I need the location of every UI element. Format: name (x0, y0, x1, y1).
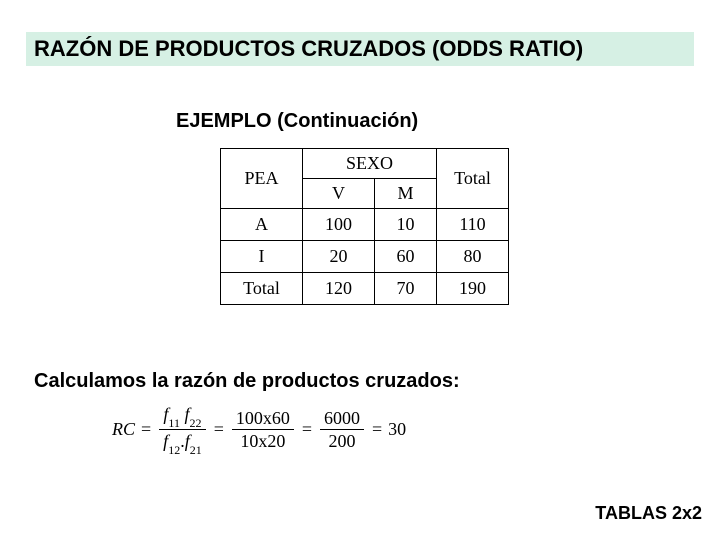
numeric-denominator: 10x20 (236, 431, 289, 452)
reduced-denominator: 200 (325, 431, 360, 452)
cell-total-v: 120 (303, 273, 375, 305)
equals-sign: = (214, 419, 224, 440)
cell-a-m: 10 (375, 209, 437, 241)
formula-lhs: RC (112, 419, 135, 440)
col-header-total: Total (437, 149, 509, 209)
page-title: RAZÓN DE PRODUCTOS CRUZADOS (ODDS RATIO) (26, 32, 694, 66)
footer-label: TABLAS 2x2 (595, 503, 702, 524)
reduced-numerator: 6000 (320, 408, 364, 429)
cell-grand-total: 190 (437, 273, 509, 305)
contingency-table: PEA SEXO Total V M A 100 10 110 I 20 60 … (220, 148, 509, 305)
row-label-i: I (221, 241, 303, 273)
cell-i-total: 80 (437, 241, 509, 273)
col-group-sexo: SEXO (303, 149, 437, 179)
cell-i-v: 20 (303, 241, 375, 273)
col-header-m: M (375, 179, 437, 209)
cell-i-m: 60 (375, 241, 437, 273)
formula-result: 30 (388, 419, 406, 440)
row-label-total: Total (221, 273, 303, 305)
cell-total-m: 70 (375, 273, 437, 305)
formula-symbolic-fraction: f11 f22 f12.f21 (159, 404, 206, 456)
page-title-text: RAZÓN DE PRODUCTOS CRUZADOS (ODDS RATIO) (34, 36, 583, 61)
equals-sign: = (372, 419, 382, 440)
odds-ratio-formula: RC = f11 f22 f12.f21 = 100x60 10x20 = 60… (112, 404, 406, 456)
col-header-v: V (303, 179, 375, 209)
formula-numeric-fraction: 100x60 10x20 (232, 408, 294, 452)
equals-sign: = (141, 419, 151, 440)
symbolic-numerator: f11 f22 (159, 404, 205, 428)
row-header-pea: PEA (221, 149, 303, 209)
cell-a-v: 100 (303, 209, 375, 241)
calc-intro-text: Calculamos la razón de productos cruzado… (34, 370, 460, 393)
row-label-a: A (221, 209, 303, 241)
example-subtitle: EJEMPLO (Continuación) (176, 110, 418, 133)
cell-a-total: 110 (437, 209, 509, 241)
formula-reduced-fraction: 6000 200 (320, 408, 364, 452)
equals-sign: = (302, 419, 312, 440)
symbolic-denominator: f12.f21 (159, 431, 206, 455)
numeric-numerator: 100x60 (232, 408, 294, 429)
